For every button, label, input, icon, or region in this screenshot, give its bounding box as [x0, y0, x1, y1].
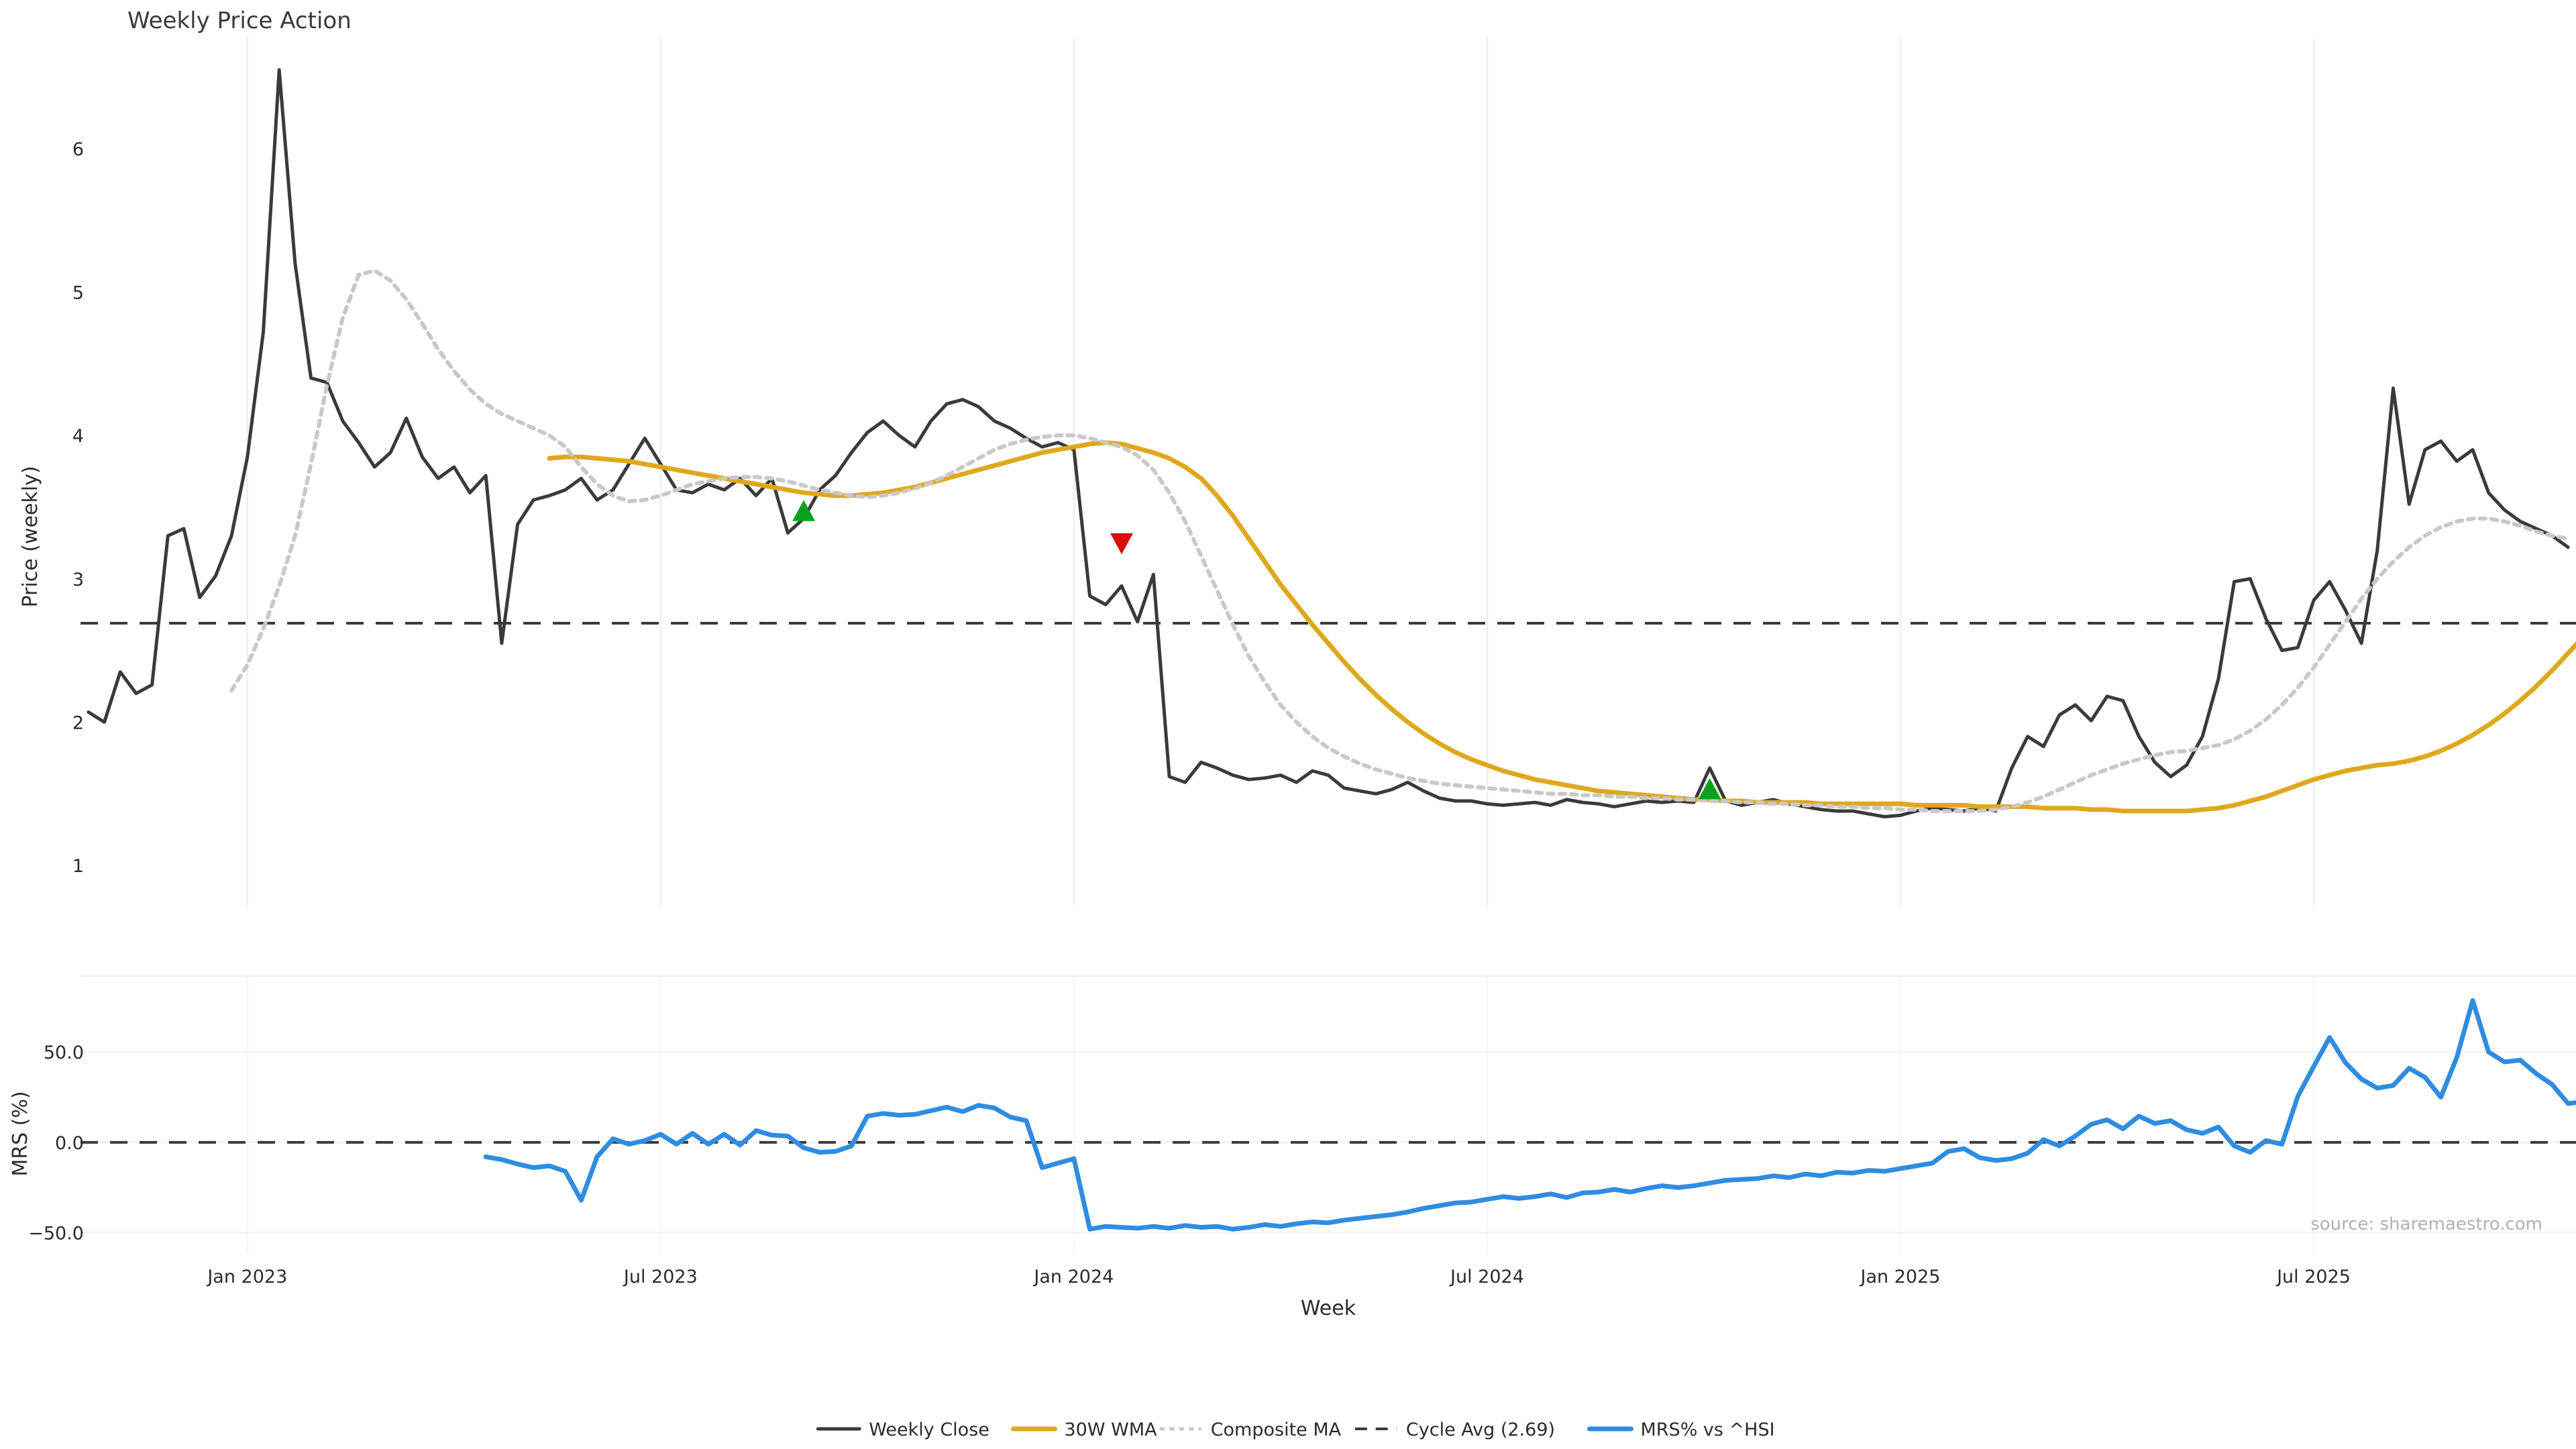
x-tick-2: Jan 2024 — [1032, 1267, 1114, 1287]
mrs-series-group — [483, 998, 2576, 1232]
price-gridlines — [246, 37, 2315, 906]
buy-signal-marker-2 — [1698, 777, 1721, 800]
price-ytick-3: 3 — [72, 570, 84, 590]
x-tick-3: Jul 2024 — [1449, 1267, 1524, 1287]
mrs-y-ticks: −50.0 0.0 50.0 — [28, 1042, 84, 1244]
legend-label-2: Composite MA — [1211, 1419, 1342, 1440]
x-tick-1: Jul 2023 — [623, 1267, 698, 1287]
mrs-axis-label: MRS (%) — [9, 1091, 32, 1176]
mrs-ytick-1: 0.0 — [55, 1133, 84, 1154]
price-ytick-2: 2 — [72, 712, 84, 733]
series-mrs-vs-hsi — [483, 998, 2576, 1232]
legend-label-1: 30W WMA — [1065, 1419, 1158, 1440]
series-30w-wma — [547, 440, 2576, 814]
price-ytick-4: 4 — [72, 426, 84, 447]
mrs-ytick-0: −50.0 — [28, 1224, 84, 1244]
buy-signal-marker-0 — [792, 500, 816, 521]
price-series-group — [87, 68, 2576, 819]
legend-label-4: MRS% vs ^HSI — [1641, 1419, 1775, 1440]
price-axis-label: Price (weekly) — [19, 466, 42, 607]
legend-label-3: Cycle Avg (2.69) — [1406, 1419, 1555, 1440]
price-ytick-6: 6 — [72, 140, 84, 160]
x-tick-5: Jul 2025 — [2275, 1267, 2351, 1287]
price-ytick-5: 5 — [72, 282, 84, 303]
chart-title: Weekly Price Action — [127, 7, 352, 34]
x-tick-4: Jan 2025 — [1860, 1267, 1941, 1287]
price-signal-markers — [792, 500, 1721, 800]
x-axis-ticks: Jan 2023 Jul 2023 Jan 2024 Jul 2024 Jan 2025… — [206, 1267, 2351, 1287]
series-weekly-close — [87, 68, 2570, 819]
price-y-ticks: 1 2 3 4 5 6 — [72, 140, 84, 877]
mrs-ytick-2: 50.0 — [44, 1042, 84, 1063]
price-ytick-1: 1 — [72, 856, 84, 877]
legend-label-0: Weekly Close — [869, 1419, 989, 1440]
chart-legend: Weekly Close 30W WMA Composite MA Cycle Avg… — [816, 1419, 1775, 1440]
x-tick-0: Jan 2023 — [206, 1267, 287, 1287]
series-composite-ma — [229, 268, 2571, 813]
source-attribution: source: sharemaestro.com — [2310, 1214, 2542, 1234]
price-panel: 1 2 3 4 5 6 Price (weekly) — [19, 37, 2576, 906]
sell-signal-marker-1 — [1110, 533, 1133, 555]
x-axis-label: Week — [1301, 1297, 1356, 1320]
mrs-panel: −50.0 0.0 50.0 MRS (%) — [9, 975, 2576, 1254]
